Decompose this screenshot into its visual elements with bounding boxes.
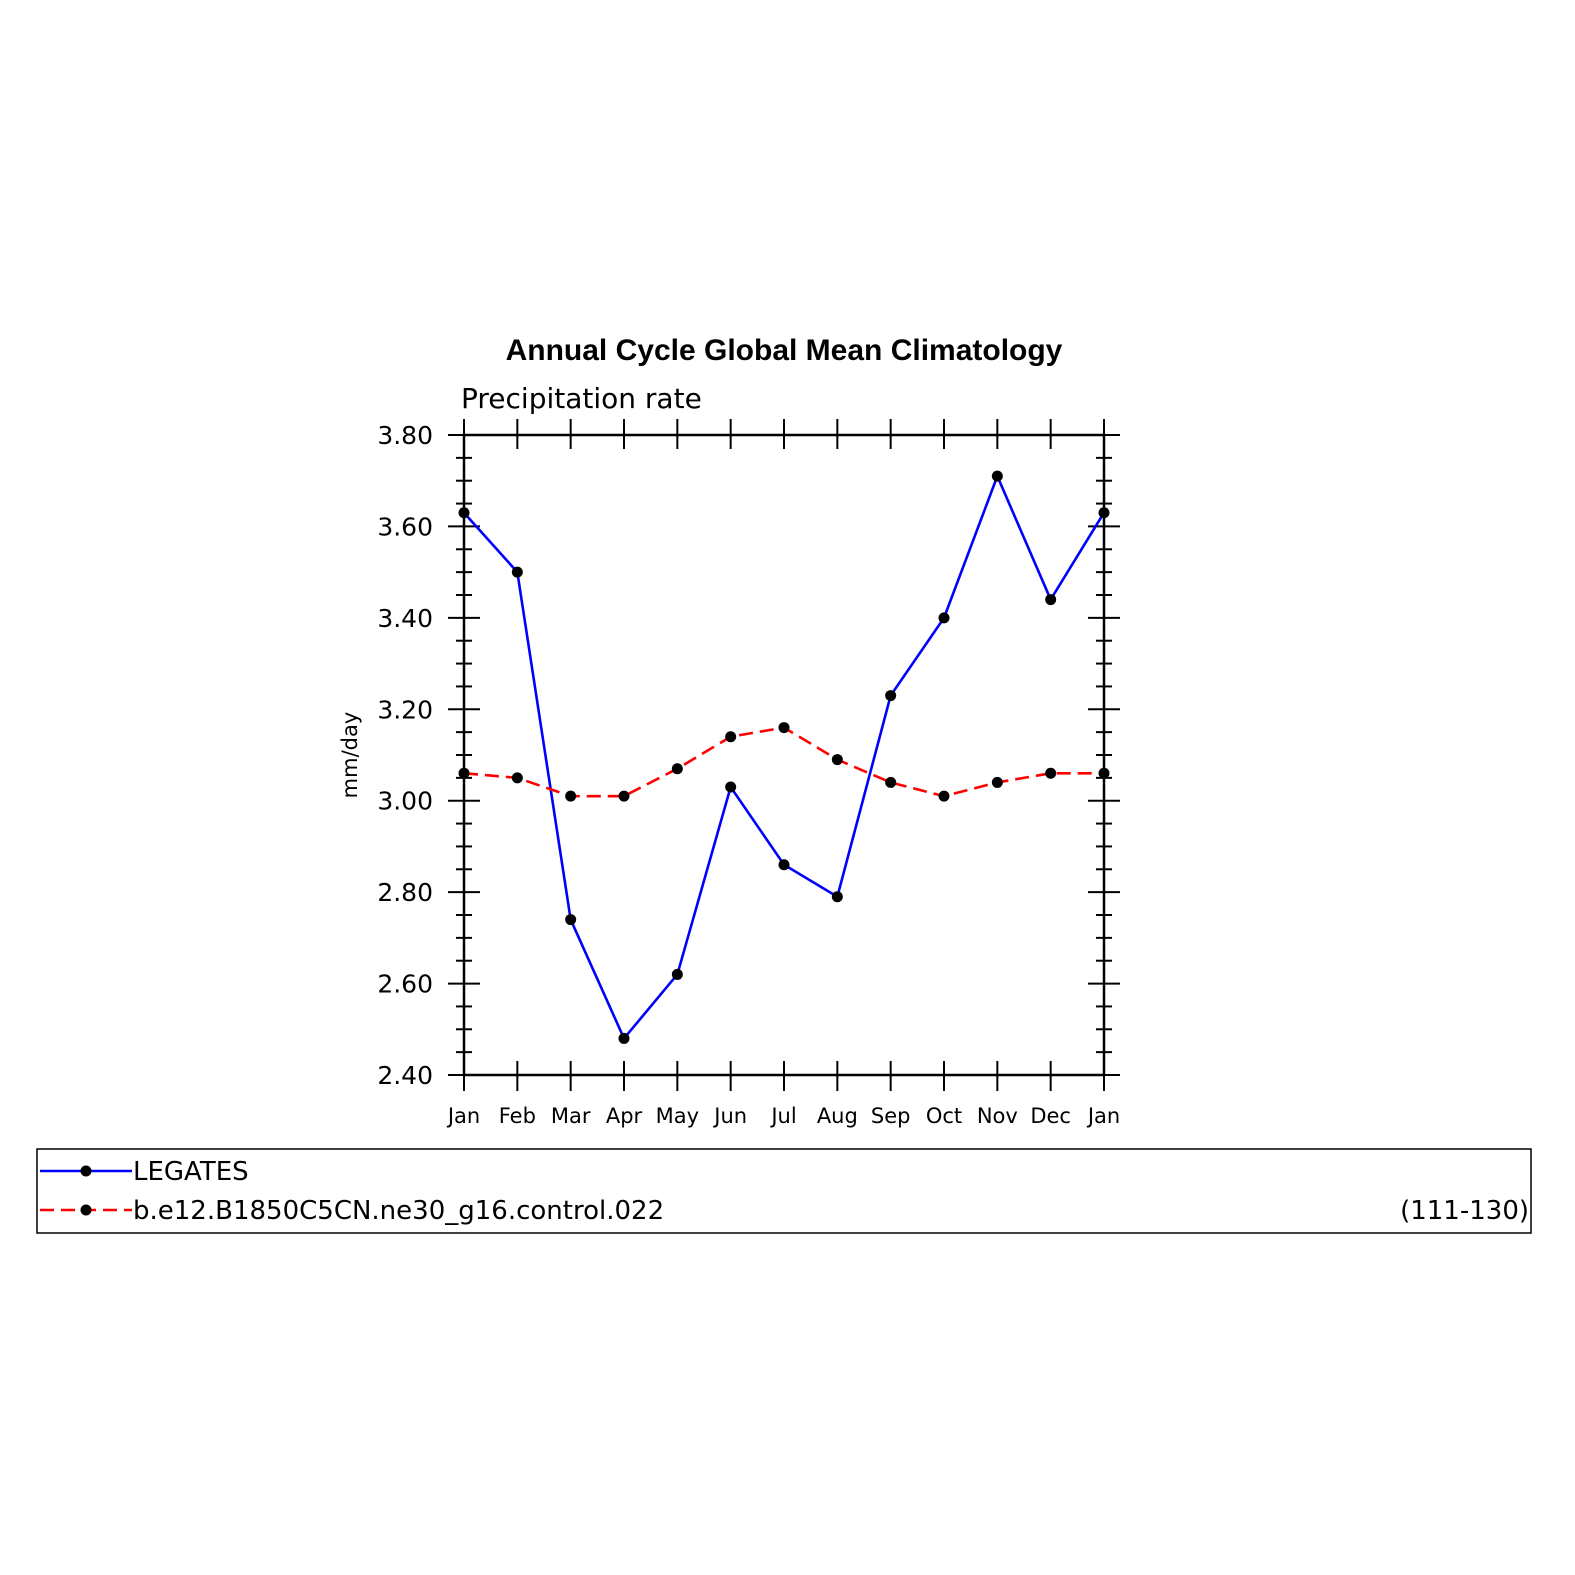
series-1-point [725, 781, 737, 793]
chart-subtitle: Precipitation rate [461, 382, 702, 415]
y-tick-label: 3.20 [377, 695, 433, 724]
y-tick-label: 2.60 [377, 970, 433, 999]
chart-title: Annual Cycle Global Mean Climatology [506, 334, 1063, 367]
series-2-point [938, 790, 950, 802]
series-2-point [885, 776, 897, 788]
legend: LEGATES b.e12.B1850C5CN.ne30_g16.control.… [36, 1148, 1532, 1234]
x-tick-label: Nov [977, 1104, 1018, 1128]
series-2-point [1045, 767, 1057, 779]
x-tick-label: May [656, 1104, 699, 1128]
series-1-point [458, 507, 470, 519]
series-1-point [885, 690, 897, 702]
series-1-point [618, 1032, 630, 1044]
y-tick-label: 3.00 [377, 787, 433, 816]
series-1-point [938, 612, 950, 624]
series-2-point [618, 790, 630, 802]
x-tick-label: Feb [499, 1104, 536, 1128]
series-1-point [511, 566, 523, 578]
series-1-point [671, 968, 683, 980]
legend-marker-2 [80, 1204, 92, 1216]
series-2-point [831, 754, 843, 766]
series-2-point [458, 767, 470, 779]
legend-box [36, 1148, 1532, 1234]
series-1-point [1045, 594, 1057, 606]
series-2-point [1098, 767, 1110, 779]
series-2-point [565, 790, 577, 802]
y-tick-label: 2.40 [377, 1061, 433, 1090]
legend-marker-1 [80, 1165, 92, 1177]
plot-axes: 2.40 2.60 2.80 3.00 3.20 3.40 3.60 3.80 Jan Feb Ma… [377, 419, 1120, 1128]
series-2-point [778, 722, 790, 734]
legend-label-1: LEGATES [133, 1157, 249, 1187]
x-tick-label: Oct [926, 1104, 962, 1128]
legend-note: (111-130) [1400, 1196, 1529, 1226]
x-tick-label: Jul [769, 1104, 796, 1128]
series-1-point [831, 891, 843, 903]
series-2-point [511, 772, 523, 784]
series-2-point [671, 763, 683, 775]
x-tick-label: Mar [551, 1104, 591, 1128]
series-1-point [565, 914, 577, 926]
y-tick-label: 2.80 [377, 878, 433, 907]
y-tick-label: 3.80 [377, 421, 433, 450]
series-1-point [991, 470, 1003, 482]
y-tick-label: 3.40 [377, 604, 433, 633]
series-line-1 [463, 472, 1106, 1041]
series-line-2 [463, 726, 1104, 798]
x-tick-label: Dec [1030, 1104, 1071, 1128]
x-tick-label: Sep [871, 1104, 911, 1128]
series-2-point [991, 776, 1003, 788]
y-tick-label: 3.60 [377, 512, 433, 541]
series-1-point [1098, 507, 1110, 519]
x-tick-label: Aug [817, 1104, 858, 1128]
legend-label-2: b.e12.B1850C5CN.ne30_g16.control.022 [133, 1196, 664, 1226]
x-tick-label: Apr [606, 1104, 643, 1128]
y-axis-label: mm/day [338, 712, 362, 799]
x-tick-label: Jun [712, 1104, 747, 1128]
plot-frame [462, 433, 1106, 1077]
x-tick-label: Jan [446, 1104, 480, 1128]
series-layer [458, 470, 1110, 1044]
series-1-point [778, 859, 790, 871]
x-tick-label: Jan [1086, 1104, 1120, 1128]
series-2-point [725, 731, 737, 743]
